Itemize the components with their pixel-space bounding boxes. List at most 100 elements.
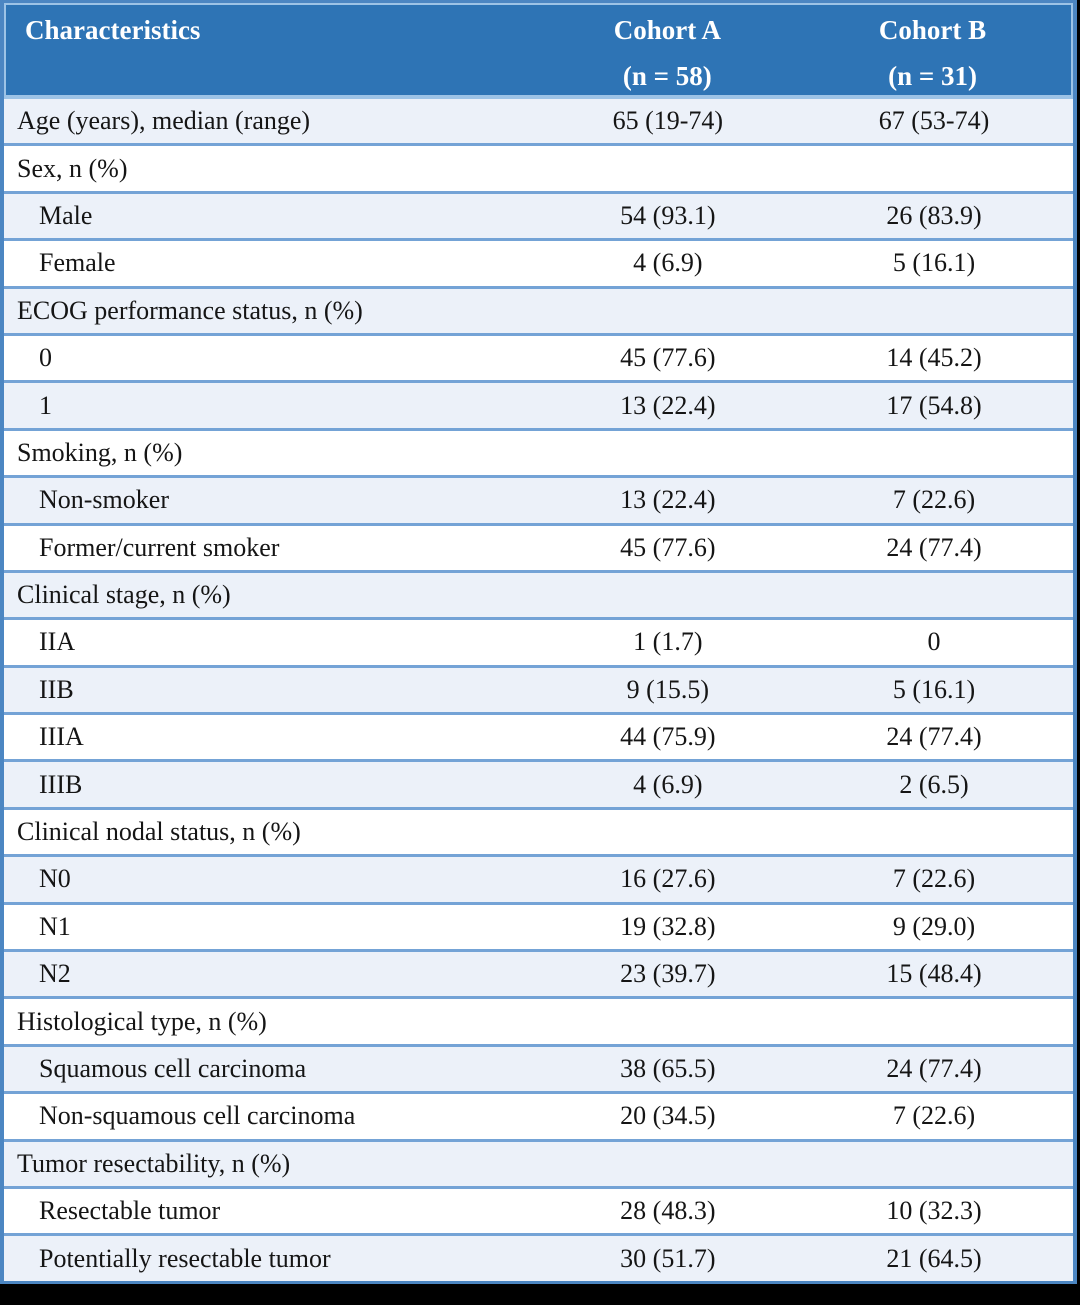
row-label: N2 (39, 959, 71, 989)
cohort-a-value: 28 (48.3) (620, 1196, 716, 1226)
row-label: ECOG performance status, n (%) (17, 295, 363, 325)
row-label: Squamous cell carcinoma (39, 1054, 307, 1083)
table-row: IIIB 4 (6.9) 2 (6.5) (4, 759, 1073, 807)
cohort-b-value: 24 (77.4) (886, 722, 982, 752)
cohort-b-value: 5 (16.1) (892, 674, 976, 704)
cohort-b-value: 10 (32.3) (886, 1196, 982, 1226)
cohort-b-value: 7 (22.6) (892, 1101, 976, 1131)
table-row: Smoking, n (%) (4, 427, 1073, 476)
cohort-a-value: 1 (1.7) (633, 627, 703, 657)
table-row: Clinical stage, n (%) (4, 569, 1073, 618)
row-label: Clinical stage, n (%) (17, 580, 231, 610)
column-header-label: Cohort B (878, 15, 987, 46)
table-row: Age (years), median (range) 65 (19-74) 67 … (4, 97, 1073, 144)
row-label: Clinical nodal status, n (%) (17, 817, 301, 847)
row-label: Female (39, 248, 116, 278)
row-label: N1 (39, 911, 71, 941)
row-label: 1 (39, 390, 52, 420)
row-label: Potentially resectable tumor (39, 1243, 331, 1273)
row-label: Non-squamous cell carcinoma (39, 1101, 356, 1131)
row-label: IIIB (39, 769, 83, 799)
cohort-a-value: 13 (22.4) (620, 390, 716, 420)
cohort-b-value: 15 (48.4) (886, 959, 982, 989)
cohort-b-value: 7 (22.6) (892, 485, 976, 515)
cohort-b-value: 5 (16.1) (892, 248, 976, 278)
column-header-sub: (n = 31) (888, 60, 977, 91)
table-row: N1 19 (32.8) 9 (29.0) (4, 901, 1073, 950)
header-cell-cohort-a: Cohort A (n = 58) (541, 5, 794, 95)
table-row: N2 23 (39.7) 15 (48.4) (4, 949, 1073, 997)
table-header-row: Characteristics Cohort A (n = 58) Cohort… (4, 3, 1073, 97)
cohort-a-value: 16 (27.6) (620, 864, 716, 894)
cohort-a-value: 54 (93.1) (620, 200, 716, 230)
row-label: Smoking, n (%) (17, 437, 183, 467)
table-row: 0 45 (77.6) 14 (45.2) (4, 332, 1073, 381)
column-header-label: Cohort A (613, 15, 721, 46)
cohort-a-value: 44 (75.9) (620, 722, 716, 752)
row-label: Tumor resectability, n (%) (17, 1148, 291, 1178)
column-header-label: Characteristics (25, 15, 201, 46)
row-label: 0 (39, 343, 52, 373)
cohort-a-value: 9 (15.5) (626, 674, 709, 704)
cohort-a-value: 13 (22.4) (620, 485, 716, 515)
cohort-b-value: 9 (29.0) (892, 911, 976, 941)
cohort-a-value: 4 (6.9) (633, 769, 703, 799)
table-row: Non-smoker 13 (22.4) 7 (22.6) (4, 475, 1073, 523)
table-row: Squamous cell carcinoma 38 (65.5) 24 (77.4… (4, 1043, 1073, 1092)
cohort-a-value: 4 (6.9) (633, 248, 703, 278)
cohort-b-value: 0 (927, 627, 941, 657)
row-label: Sex, n (%) (17, 153, 128, 183)
cohort-b-value: 14 (45.2) (886, 343, 982, 373)
row-label: Histological type, n (%) (17, 1006, 267, 1036)
cohort-a-value: 65 (19-74) (612, 106, 724, 136)
table-row: 1 13 (22.4) 17 (54.8) (4, 380, 1073, 428)
table-row: Clinical nodal status, n (%) (4, 806, 1073, 855)
table-row: Tumor resectability, n (%) (4, 1138, 1073, 1186)
table-row: Female 4 (6.9) 5 (16.1) (4, 238, 1073, 286)
table-row: IIIA 44 (75.9) 24 (77.4) (4, 712, 1073, 760)
table-row: Non-squamous cell carcinoma 20 (34.5) 7 (2… (4, 1091, 1073, 1139)
cohort-b-value: 24 (77.4) (886, 532, 982, 562)
table-body: Age (years), median (range) 65 (19-74) 67 … (4, 97, 1073, 1281)
row-label: Age (years), median (range) (17, 106, 311, 136)
row-label: IIB (39, 674, 74, 704)
row-label: Former/current smoker (39, 532, 280, 562)
header-cell-cohort-b: Cohort B (n = 31) (794, 5, 1071, 95)
table-row: Resectable tumor 28 (48.3) 10 (32.3) (4, 1185, 1073, 1234)
cohort-b-value: 67 (53-74) (878, 106, 990, 136)
table-row: Former/current smoker 45 (77.6) 24 (77.4) (4, 522, 1073, 570)
cohort-b-value: 24 (77.4) (886, 1054, 982, 1083)
cohort-a-value: 38 (65.5) (620, 1054, 716, 1083)
table-row: IIB 9 (15.5) 5 (16.1) (4, 664, 1073, 713)
cohort-b-value: 21 (64.5) (886, 1243, 982, 1273)
table-row: Histological type, n (%) (4, 996, 1073, 1044)
cohort-a-value: 19 (32.8) (620, 911, 716, 941)
row-label: Male (39, 200, 93, 230)
header-cell-characteristics: Characteristics (6, 5, 541, 95)
cohort-b-value: 2 (6.5) (899, 769, 969, 799)
table-row: Potentially resectable tumor 30 (51.7) 21 … (4, 1233, 1073, 1281)
cohort-a-value: 20 (34.5) (620, 1101, 716, 1131)
row-label: IIIA (39, 722, 84, 752)
table-row: ECOG performance status, n (%) (4, 285, 1073, 333)
cohort-b-value: 17 (54.8) (886, 390, 982, 420)
table-row: Male 54 (93.1) 26 (83.9) (4, 190, 1073, 239)
column-header-sub (6, 58, 541, 96)
row-label: N0 (39, 864, 71, 894)
table-row: IIA 1 (1.7) 0 (4, 617, 1073, 665)
bottom-black-bar (0, 1284, 1080, 1305)
cohort-a-value: 45 (77.6) (620, 343, 716, 373)
cohort-a-value: 30 (51.7) (620, 1243, 716, 1273)
cohort-b-value: 7 (22.6) (892, 864, 976, 894)
row-label: Resectable tumor (39, 1196, 221, 1226)
cohort-a-value: 23 (39.7) (620, 959, 716, 989)
cohort-a-value: 45 (77.6) (620, 532, 716, 562)
row-label: Non-smoker (39, 485, 169, 515)
column-header-sub: (n = 58) (622, 60, 712, 91)
table-row: Sex, n (%) (4, 143, 1073, 191)
table-row: N0 16 (27.6) 7 (22.6) (4, 854, 1073, 902)
row-label: IIA (39, 627, 76, 657)
cohort-b-value: 26 (83.9) (886, 200, 982, 230)
